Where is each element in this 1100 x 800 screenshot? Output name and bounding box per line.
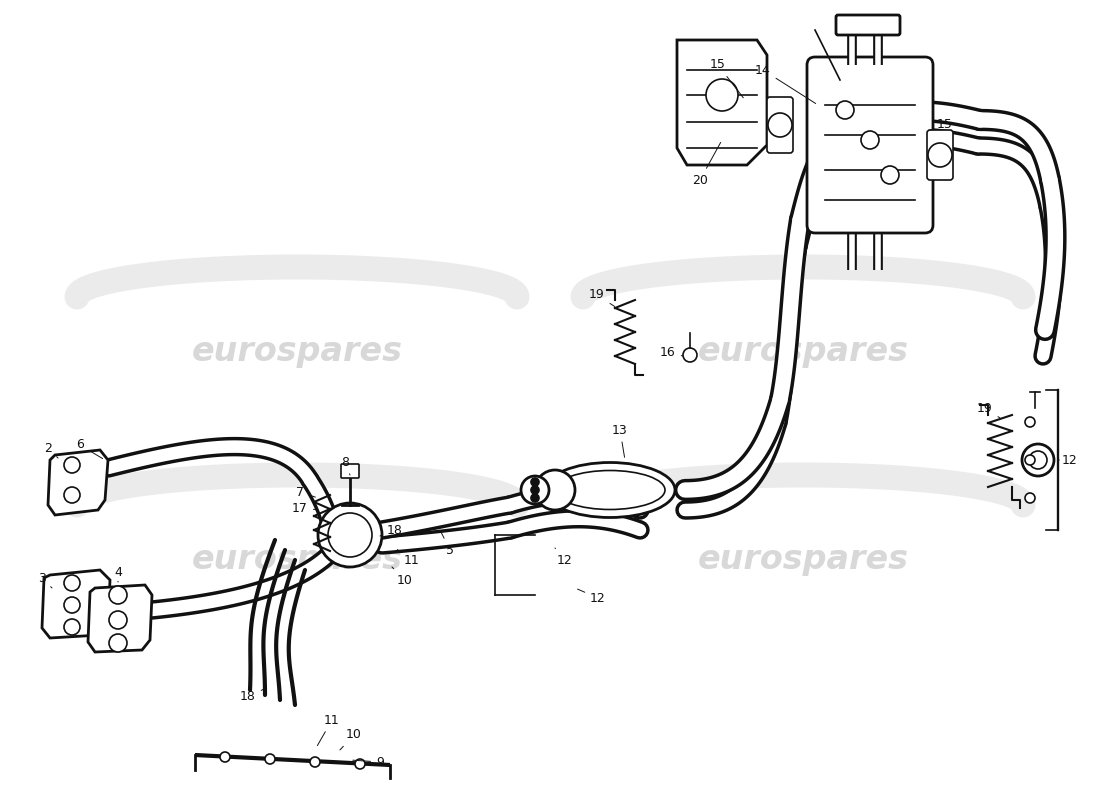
Polygon shape [88,585,152,652]
Text: 13: 13 [612,423,628,458]
Text: 11: 11 [397,550,420,566]
Circle shape [1028,451,1047,469]
Polygon shape [42,570,110,638]
Text: 17: 17 [293,502,317,514]
Text: 15: 15 [711,58,744,98]
Circle shape [64,457,80,473]
Text: 16: 16 [660,346,683,358]
Text: 18: 18 [379,523,403,537]
Text: 12: 12 [1058,454,1078,466]
Circle shape [706,79,738,111]
Circle shape [310,757,320,767]
Text: 19: 19 [590,289,615,306]
Circle shape [1025,493,1035,503]
FancyBboxPatch shape [767,97,793,153]
Circle shape [355,759,365,769]
Circle shape [1022,444,1054,476]
Polygon shape [676,40,767,165]
Polygon shape [48,450,108,515]
Circle shape [1025,455,1035,465]
Text: 7: 7 [296,486,316,498]
FancyBboxPatch shape [807,57,933,233]
Text: 6: 6 [76,438,102,458]
Text: 12: 12 [556,548,573,566]
FancyBboxPatch shape [341,464,359,478]
Text: 9: 9 [353,755,384,769]
Circle shape [109,611,126,629]
Circle shape [220,752,230,762]
Text: 5: 5 [441,533,454,557]
Text: 3: 3 [39,571,52,588]
Circle shape [683,348,697,362]
Circle shape [109,634,126,652]
Circle shape [328,513,372,557]
Circle shape [64,575,80,591]
Circle shape [881,166,899,184]
Circle shape [64,597,80,613]
Circle shape [531,478,539,486]
Circle shape [318,503,382,567]
Circle shape [768,113,792,137]
Text: 19: 19 [977,402,1000,418]
Circle shape [928,143,952,167]
Ellipse shape [556,470,666,510]
Circle shape [861,131,879,149]
Circle shape [535,470,575,510]
Circle shape [64,619,80,635]
Circle shape [531,494,539,502]
Circle shape [531,486,539,494]
Text: eurospares: eurospares [697,543,909,577]
Text: 12: 12 [578,589,606,605]
FancyBboxPatch shape [927,130,953,180]
Text: eurospares: eurospares [191,335,403,369]
FancyBboxPatch shape [836,15,900,35]
Circle shape [64,487,80,503]
Circle shape [1025,417,1035,427]
Text: 20: 20 [692,142,720,186]
Text: 2: 2 [44,442,58,458]
Circle shape [521,476,549,504]
Circle shape [109,586,126,604]
Text: 11: 11 [318,714,340,746]
Text: 10: 10 [392,567,412,586]
Text: 10: 10 [340,729,362,750]
Text: 15: 15 [930,118,953,131]
Circle shape [836,101,854,119]
Text: 4: 4 [114,566,122,582]
Text: 14: 14 [755,63,816,103]
Text: 8: 8 [341,455,350,475]
Circle shape [265,754,275,764]
Ellipse shape [544,462,675,518]
Text: eurospares: eurospares [697,335,909,369]
Text: 18: 18 [240,688,265,703]
Text: eurospares: eurospares [191,543,403,577]
